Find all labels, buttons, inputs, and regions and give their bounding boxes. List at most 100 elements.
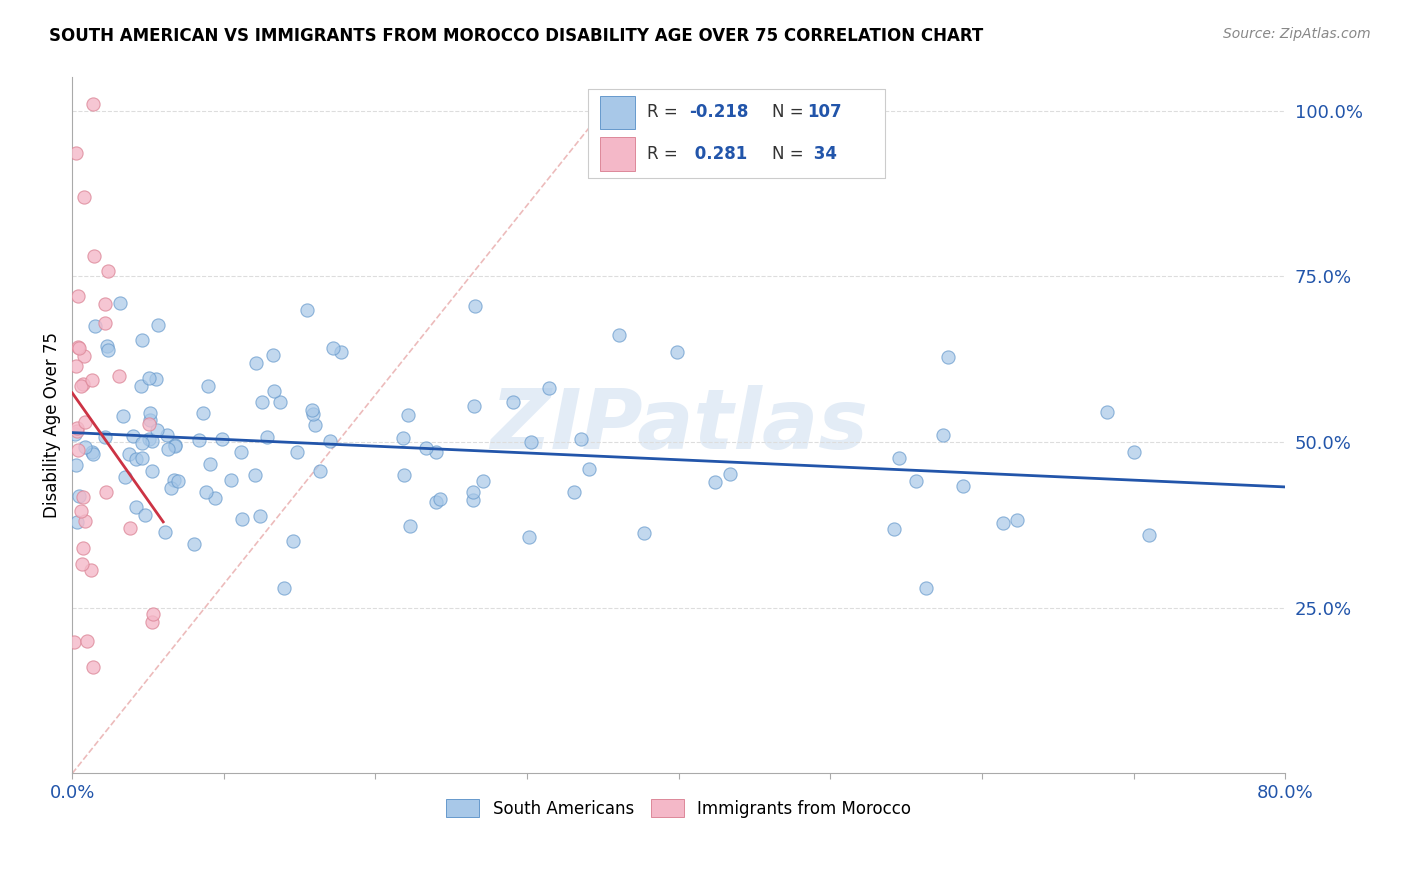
Point [66,442,89,457]
Point [256,429,278,443]
Point [94,316,117,330]
Point [463,400,485,414]
Point [889,450,911,465]
Point [84,319,107,334]
Point [211,432,233,446]
Point [156,427,179,442]
Point [82,97,104,112]
Point [141,615,163,629]
Point [67,340,90,354]
Point [269,394,291,409]
Point [193,406,215,420]
Point [122,428,145,442]
Point [666,344,689,359]
Point [118,447,141,461]
Point [319,434,342,449]
Point [138,371,160,385]
Point [97,343,120,357]
Point [1095,405,1118,419]
Point [66,424,89,438]
Point [322,341,344,355]
Point [883,522,905,536]
Point [425,495,447,509]
Point [204,491,226,506]
Point [65,515,87,529]
Point [281,533,304,548]
Point [125,500,148,515]
Point [188,434,211,448]
Point [134,508,156,522]
Point [163,473,186,487]
Point [302,407,325,421]
Point [111,409,134,423]
Point [471,475,494,489]
Point [69,378,91,392]
Point [231,512,253,526]
Point [163,439,186,453]
Point [425,445,447,459]
Point [1005,513,1028,527]
Text: SOUTH AMERICAN VS IMMIGRANTS FROM MOROCCO DISABILITY AGE OVER 75 CORRELATION CHA: SOUTH AMERICAN VS IMMIGRANTS FROM MOROCC… [49,27,983,45]
Point [145,371,167,385]
Point [76,633,98,648]
Point [198,457,221,471]
Point [65,458,87,473]
Point [932,428,955,442]
Point [461,484,484,499]
Point [295,302,318,317]
Point [464,299,486,313]
Point [273,581,295,595]
Point [157,442,180,457]
Point [231,445,253,459]
Point [329,345,352,359]
Point [73,349,96,363]
Point [139,406,162,420]
Point [108,295,131,310]
Point [131,436,153,450]
Point [65,146,87,161]
Point [73,416,96,430]
Point [562,485,585,500]
Point [125,451,148,466]
Point [309,464,332,478]
Point [108,368,131,383]
Point [219,473,242,487]
Point [75,514,97,528]
Point [63,635,86,649]
Point [245,356,267,370]
Text: Source: ZipAtlas.com: Source: ZipAtlas.com [1223,27,1371,41]
Point [129,379,152,393]
Point [905,475,928,489]
Point [70,557,93,571]
Point [392,431,415,445]
Point [138,417,160,431]
Point [65,359,87,373]
Point [718,467,741,481]
Point [139,413,162,427]
Point [461,493,484,508]
Point [183,537,205,551]
Point [80,563,103,577]
Point [166,474,188,488]
Point [131,450,153,465]
Point [114,470,136,484]
Point [538,381,561,395]
Point [520,435,543,450]
Point [67,289,90,303]
Point [66,421,89,435]
Point [991,516,1014,531]
Point [63,426,86,441]
Point [141,464,163,478]
Point [517,530,540,544]
Point [160,481,183,495]
Point [285,444,308,458]
Point [138,432,160,446]
Point [1123,444,1146,458]
Point [94,485,117,500]
Point [936,350,959,364]
Point [415,441,437,455]
Point [94,430,117,444]
Point [243,468,266,483]
Point [703,475,725,489]
Legend: South Americans, Immigrants from Morocco: South Americans, Immigrants from Morocco [440,793,918,824]
